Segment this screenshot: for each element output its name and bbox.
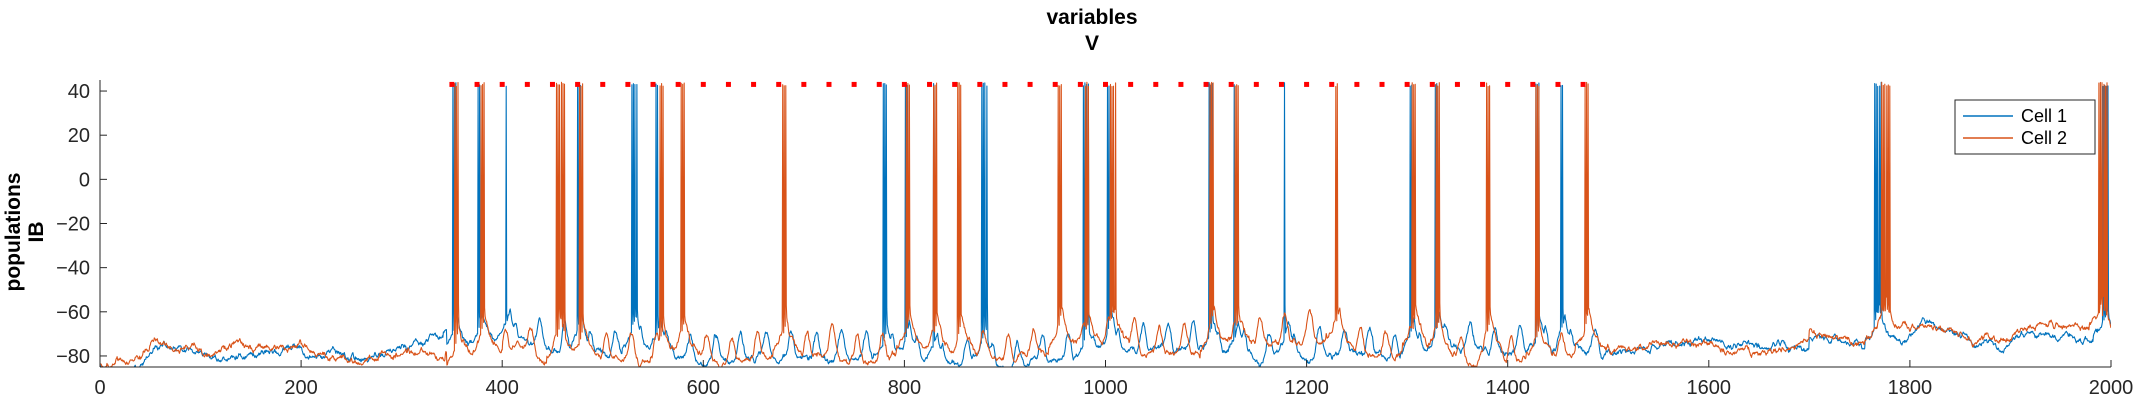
raster-marker — [1530, 81, 1536, 87]
x-tick-label: 1800 — [1888, 377, 1933, 399]
raster-marker — [600, 81, 606, 87]
raster-marker — [977, 81, 983, 87]
raster-marker — [625, 81, 631, 87]
y-tick-label: 40 — [68, 81, 90, 103]
y-tick-label: 0 — [79, 169, 90, 191]
raster-marker — [1480, 81, 1486, 87]
raster-marker — [549, 81, 555, 87]
y-axis-label-line-2: IB — [25, 222, 48, 243]
raster-marker — [1329, 81, 1335, 87]
raster-marker — [524, 81, 530, 87]
y-tick-label: −80 — [56, 346, 90, 368]
raster-marker — [1505, 81, 1511, 87]
raster-marker — [1429, 81, 1435, 87]
y-tick-label: −40 — [56, 258, 90, 280]
raster-marker — [1228, 81, 1234, 87]
raster-marker — [901, 81, 907, 87]
raster-marker — [1052, 81, 1058, 87]
raster-marker — [1454, 81, 1460, 87]
legend-box — [1954, 99, 2096, 155]
raster-marker — [1354, 81, 1360, 87]
raster-marker — [1580, 81, 1586, 87]
x-tick-label: 1400 — [1485, 377, 1530, 399]
raster-marker — [1128, 81, 1134, 87]
raster-marker — [851, 81, 857, 87]
raster-marker — [1278, 81, 1284, 87]
raster-marker — [499, 81, 505, 87]
raster-marker — [826, 81, 832, 87]
series-line-cell-2 — [100, 81, 2111, 367]
raster-marker — [1002, 81, 1008, 87]
raster-marker — [927, 81, 933, 87]
raster-marker — [801, 81, 807, 87]
x-tick-label: 800 — [888, 377, 921, 399]
y-tick-label: −20 — [56, 214, 90, 236]
raster-marker — [1253, 81, 1259, 87]
x-tick-label: 2000 — [2089, 377, 2133, 399]
raster-marker — [725, 81, 731, 87]
y-axis-label-line-1: populations — [2, 173, 25, 292]
y-axis-label: populations IB — [2, 173, 48, 292]
raster-marker — [751, 81, 757, 87]
raster-marker — [1153, 81, 1159, 87]
raster-markers — [449, 81, 1586, 87]
raster-marker — [1555, 81, 1561, 87]
raster-marker — [952, 81, 958, 87]
raster-marker — [1404, 81, 1410, 87]
y-tick-label: 20 — [68, 125, 90, 147]
chart-title-line-1: variables — [1046, 6, 1137, 29]
raster-marker — [1103, 81, 1108, 87]
raster-marker — [776, 81, 782, 87]
raster-marker — [700, 81, 706, 87]
plot-traces — [100, 81, 2111, 367]
raster-marker — [1077, 81, 1083, 87]
raster-marker — [1379, 81, 1385, 87]
raster-marker — [675, 81, 681, 87]
legend-label: Cell 1 — [2021, 106, 2067, 126]
y-tick-label: −60 — [56, 302, 90, 324]
raster-marker — [1178, 81, 1184, 87]
legend-label: Cell 2 — [2021, 128, 2067, 148]
raster-marker — [1203, 81, 1209, 87]
x-tick-label: 1000 — [1083, 377, 1128, 399]
x-tick-label: 400 — [486, 377, 519, 399]
raster-marker — [650, 81, 656, 87]
raster-marker — [575, 81, 581, 87]
axes: 0 200 400 600 800 1000 1200 1400 1600 1800 2000−80… — [56, 80, 2133, 399]
series-line-cell-1 — [100, 81, 2111, 367]
chart-title: variables V — [1046, 6, 1137, 55]
x-tick-label: 200 — [284, 377, 317, 399]
raster-marker — [876, 81, 882, 87]
raster-marker — [449, 81, 455, 87]
x-tick-label: 1200 — [1284, 377, 1329, 399]
raster-marker — [474, 81, 480, 87]
raster-marker — [1304, 81, 1310, 87]
x-tick-label: 600 — [687, 377, 720, 399]
x-tick-label: 0 — [94, 377, 105, 399]
raster-marker — [1027, 81, 1033, 87]
chart-title-line-2: V — [1085, 32, 1099, 55]
x-tick-label: 1600 — [1687, 377, 1732, 399]
